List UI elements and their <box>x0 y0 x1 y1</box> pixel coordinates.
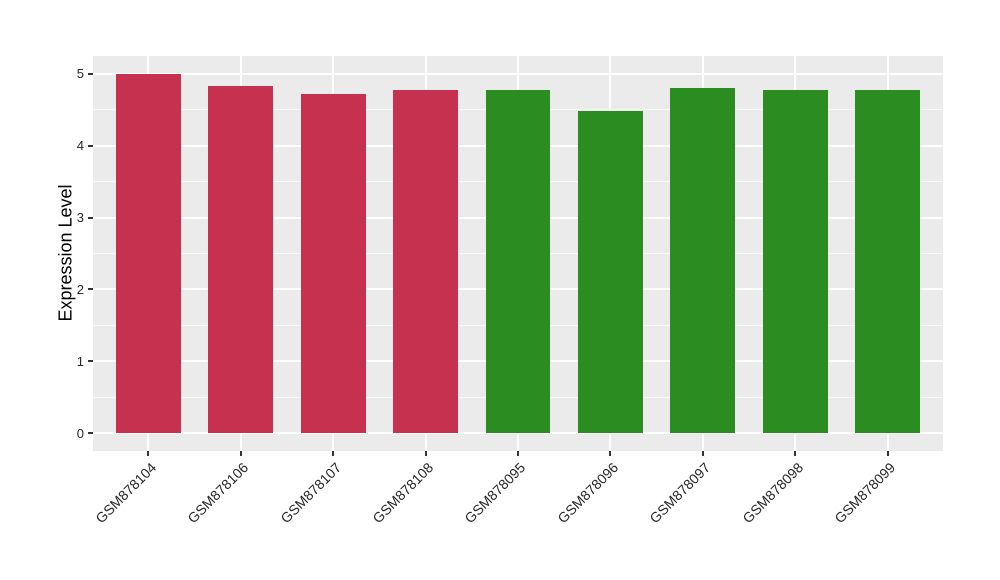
y-axis-tick-mark <box>88 144 93 147</box>
x-axis-tick-mark <box>147 451 150 456</box>
y-axis-tick-label: 0 <box>76 425 84 441</box>
x-axis-tick-mark <box>886 451 889 456</box>
bar-GSM878095 <box>485 89 551 434</box>
x-axis-tick-label-GSM878107: GSM878107 <box>276 459 344 527</box>
bar-GSM878098 <box>762 89 828 434</box>
x-axis-tick-label-GSM878106: GSM878106 <box>184 459 252 527</box>
x-axis-tick-label-GSM878108: GSM878108 <box>369 459 437 527</box>
y-axis-tick-mark <box>88 72 93 75</box>
y-axis-tick-mark <box>88 288 93 291</box>
plot-panel <box>93 56 943 451</box>
x-axis-tick-label-GSM878099: GSM878099 <box>831 459 899 527</box>
bar-GSM878097 <box>670 87 736 434</box>
x-axis-tick-label-GSM878098: GSM878098 <box>738 459 806 527</box>
bar-GSM878104 <box>116 73 181 434</box>
x-axis-tick-mark <box>517 451 519 456</box>
y-axis-title: Expression Level <box>55 184 76 322</box>
y-axis-tick-mark <box>88 216 93 219</box>
bar-GSM878106 <box>208 86 274 434</box>
x-axis-tick-label-GSM878095: GSM878095 <box>461 459 529 527</box>
y-axis-tick-mark <box>88 360 93 363</box>
x-axis-tick-mark <box>332 451 335 456</box>
x-axis-tick-label-GSM878096: GSM878096 <box>554 459 622 527</box>
bar-GSM878096 <box>578 110 643 434</box>
x-axis-tick-mark <box>794 451 797 456</box>
y-axis-tick-label: 5 <box>76 66 84 82</box>
y-axis-tick-label: 1 <box>76 353 84 369</box>
x-axis-tick-mark <box>701 451 704 456</box>
bar-GSM878108 <box>393 89 458 434</box>
y-axis-tick-label: 3 <box>76 210 84 226</box>
y-axis-tick-mark <box>88 432 93 435</box>
x-axis-tick-label-GSM878097: GSM878097 <box>646 459 714 527</box>
x-axis-tick-mark <box>609 451 612 456</box>
bar-GSM878099 <box>855 89 920 434</box>
x-axis-tick-mark <box>239 451 242 456</box>
y-axis-tick-label: 2 <box>76 281 84 297</box>
y-axis-tick-label: 4 <box>76 138 84 154</box>
x-axis-tick-label-GSM878104: GSM878104 <box>92 459 160 527</box>
bar-GSM878107 <box>300 94 366 434</box>
x-axis-tick-mark <box>424 451 427 456</box>
